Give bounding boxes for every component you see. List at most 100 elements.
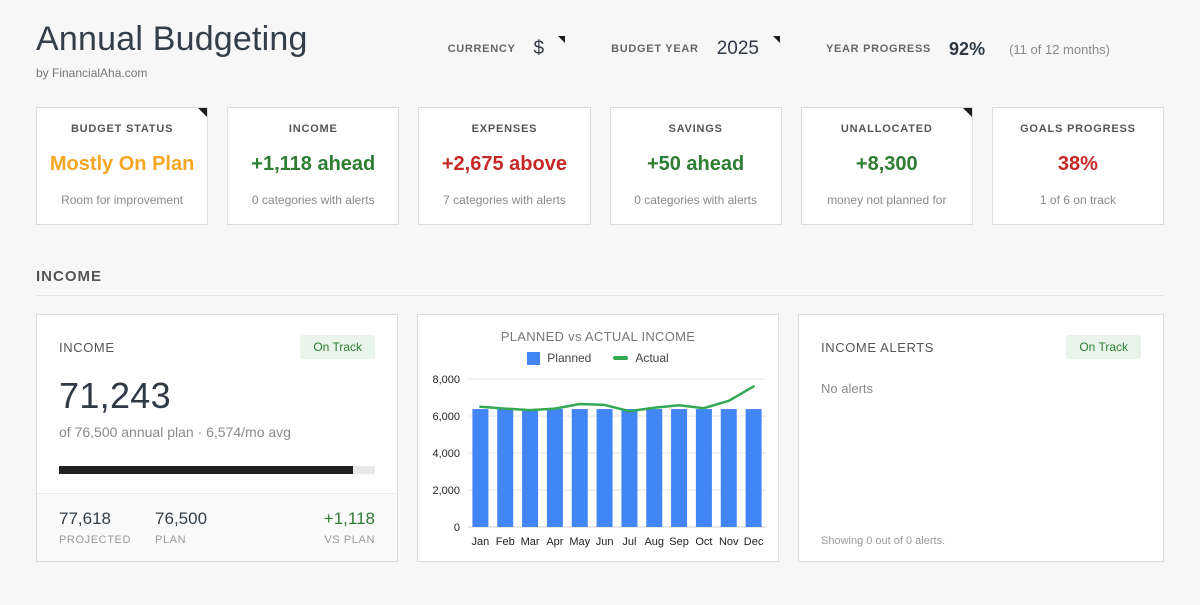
goals-progress-card[interactable]: GOALS PROGRESS 38% 1 of 6 on track xyxy=(991,107,1165,225)
planned-bar-may xyxy=(571,409,588,527)
actual-swatch-icon xyxy=(613,356,629,360)
income-card-head: INCOME On Track xyxy=(37,315,397,359)
income-section-title: INCOME xyxy=(36,268,102,285)
currency-value-wrap[interactable]: $ xyxy=(533,36,566,60)
savings-card-subtext: 0 categories with alerts xyxy=(634,193,757,207)
stat-value: 76,500 xyxy=(155,509,208,528)
income-plan-subtext: of 76,500 annual plan · 6,574/mo avg xyxy=(59,424,291,440)
income-progress-fill xyxy=(59,466,353,474)
page-title: Annual Budgeting xyxy=(36,20,308,58)
legend-item-planned: Planned xyxy=(527,351,591,365)
y-axis-tick-label: 0 xyxy=(454,522,460,534)
budget-year-control[interactable]: BUDGET YEAR 2025 xyxy=(611,36,780,60)
x-axis-label-dec: Dec xyxy=(744,536,764,548)
currency-value[interactable]: $ xyxy=(533,38,545,59)
alerts-status-badge: On Track xyxy=(1066,335,1141,359)
title-block: Annual Budgeting by FinancialAha.com xyxy=(36,20,308,80)
year-progress-value: 92% xyxy=(949,38,986,59)
planned-bar-jul xyxy=(621,409,638,527)
goals-progress-card-value: 38% xyxy=(1057,152,1098,175)
x-axis-label-jan: Jan xyxy=(472,536,490,548)
income-card-label: INCOME xyxy=(288,123,338,135)
chart-title: PLANNED vs ACTUAL INCOME xyxy=(500,329,696,344)
goals-progress-card-label: GOALS PROGRESS xyxy=(1020,123,1136,135)
unallocated-card[interactable]: UNALLOCATED +8,300 money not planned for xyxy=(800,107,973,225)
income-stats-footer: 77,618 PROJECTED 76,500 PLAN +1,118 VS PLAN xyxy=(37,493,397,561)
budget-year-value-wrap[interactable]: 2025 xyxy=(716,36,780,60)
y-axis-tick-label: 8,000 xyxy=(432,374,460,386)
income-section-header: INCOME xyxy=(36,268,1164,296)
year-progress-value-wrap: 92% xyxy=(949,39,985,60)
planned-bar-sep xyxy=(671,409,688,527)
unallocated-card-label: UNALLOCATED xyxy=(840,123,933,135)
stat-label: VS PLAN xyxy=(324,534,375,546)
planned-vs-actual-chart: 0 2,000 4,000 6,000 8,000 Jan Feb Mar Apr May Jun J… xyxy=(432,374,766,548)
budget-status-note-marker-icon xyxy=(198,108,208,117)
income-detail-row: INCOME On Track 71,243 of 76,500 annual … xyxy=(36,314,1164,562)
legend-item-actual: Actual xyxy=(613,351,669,365)
income-stat-vs-plan: +1,118 VS PLAN xyxy=(324,509,375,546)
planned-bar-mar xyxy=(522,409,539,527)
y-axis-tick-label: 4,000 xyxy=(432,448,460,460)
planned-swatch-icon xyxy=(527,351,541,365)
x-axis-label-jun: Jun xyxy=(596,536,614,548)
income-progress-bar xyxy=(59,466,375,474)
planned-bar-oct xyxy=(695,409,712,527)
expenses-card[interactable]: EXPENSES +2,675 above 7 categories with al… xyxy=(418,107,591,225)
expenses-card-subtext: 7 categories with alerts xyxy=(443,193,566,207)
budget-year-label: BUDGET YEAR xyxy=(611,43,699,55)
income-stat-projected: 77,618 PROJECTED xyxy=(59,509,131,546)
budget-status-card-label: BUDGET STATUS xyxy=(70,123,174,135)
currency-label: CURRENCY xyxy=(447,43,516,55)
year-progress-label: YEAR PROGRESS xyxy=(825,43,932,55)
chart-legend: Planned Actual xyxy=(418,351,778,365)
x-axis-label-aug: Aug xyxy=(644,536,664,548)
header: Annual Budgeting by FinancialAha.com CUR… xyxy=(0,0,1200,80)
income-stat-plan: 76,500 PLAN xyxy=(155,509,207,546)
income-card-title: INCOME xyxy=(59,339,115,355)
stat-value: +1,118 xyxy=(323,509,375,528)
year-progress-control: YEAR PROGRESS 92% (11 of 12 months) xyxy=(826,39,1110,60)
income-alerts-card: INCOME ALERTS On Track No alerts Showing… xyxy=(798,314,1164,562)
income-card-subtext: 0 categories with alerts xyxy=(251,193,375,207)
x-axis-label-jul: Jul xyxy=(622,536,636,548)
planned-bar-nov xyxy=(720,409,737,527)
budget-year-dropdown-marker-icon xyxy=(772,36,780,43)
currency-control[interactable]: CURRENCY $ xyxy=(447,36,566,60)
planned-bar-apr xyxy=(546,409,563,527)
expenses-card-value: +2,675 above xyxy=(441,152,567,175)
budget-year-value[interactable]: 2025 xyxy=(716,38,759,59)
actual-line-series xyxy=(479,385,755,413)
unallocated-card-value: +8,300 xyxy=(855,152,918,175)
y-axis-tick-label: 2,000 xyxy=(432,485,460,497)
no-alerts-text: No alerts xyxy=(821,381,874,396)
income-total-value: 71,243 xyxy=(59,375,171,416)
summary-cards-row: BUDGET STATUS Mostly On Plan Room for impr… xyxy=(36,107,1165,225)
page-subtitle: by FinancialAha.com xyxy=(36,66,148,80)
x-axis-label-apr: Apr xyxy=(546,536,563,548)
planned-bar-jun xyxy=(596,409,613,527)
savings-card[interactable]: SAVINGS +50 ahead 0 categories with alerts xyxy=(609,107,782,225)
x-axis-label-mar: Mar xyxy=(521,536,540,548)
x-axis-label-may: May xyxy=(569,536,590,548)
planned-bar-aug xyxy=(646,409,663,527)
planned-bar-dec xyxy=(745,409,762,527)
y-axis-tick-label: 6,000 xyxy=(432,411,460,423)
planned-bar-feb xyxy=(497,409,514,527)
savings-card-value: +50 ahead xyxy=(646,152,745,175)
stat-label: PLAN xyxy=(155,534,187,546)
chart-plot-area: 0 2,000 4,000 6,000 8,000 Jan Feb Mar Apr May Jun J… xyxy=(418,369,778,570)
income-chart-card: PLANNED vs ACTUAL INCOME Planned Actual 0… xyxy=(417,314,779,562)
alerts-card-title: INCOME ALERTS xyxy=(821,339,935,355)
legend-label: Actual xyxy=(635,351,669,365)
income-card[interactable]: INCOME +1,118 ahead 0 categories with aler… xyxy=(227,107,400,225)
stat-value: 77,618 xyxy=(59,509,111,528)
header-controls: CURRENCY $ BUDGET YEAR 2025 YEAR PROGRESS 92%… xyxy=(447,36,1110,60)
budget-status-card-subtext: Room for improvement xyxy=(61,193,184,207)
x-axis-label-oct: Oct xyxy=(695,536,712,548)
unallocated-card-subtext: money not planned for xyxy=(827,193,947,207)
budget-status-card[interactable]: BUDGET STATUS Mostly On Plan Room for impr… xyxy=(36,107,209,225)
legend-label: Planned xyxy=(547,351,592,365)
x-axis-label-feb: Feb xyxy=(496,536,515,548)
